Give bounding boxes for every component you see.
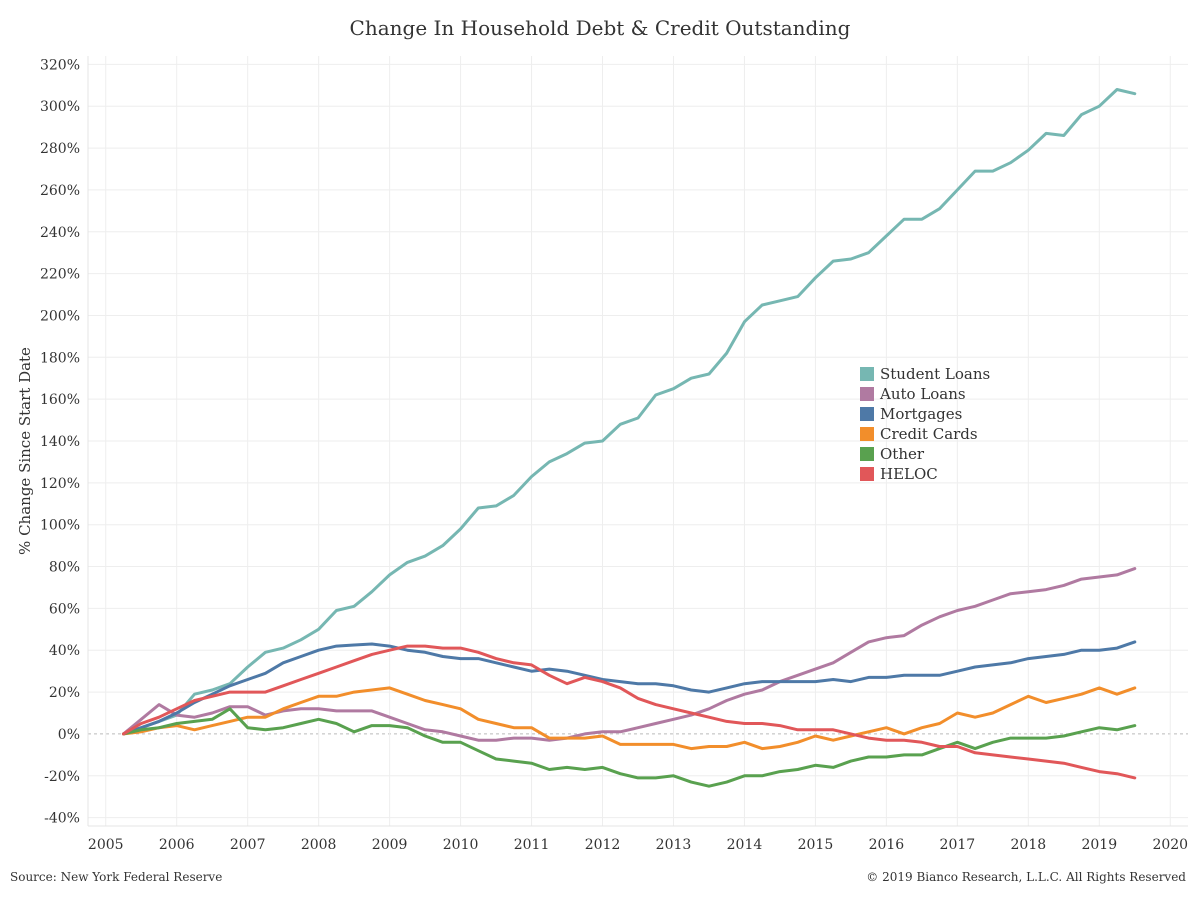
y-tick-label: 0%: [58, 727, 80, 743]
series-line-mortgages: [122, 640, 1137, 736]
x-tick-label: 2008: [301, 837, 337, 853]
y-tick-label: -40%: [44, 811, 80, 827]
legend-label: Mortgages: [880, 405, 963, 423]
y-tick-label: 320%: [40, 57, 80, 73]
legend-swatch: [860, 447, 874, 461]
legend-item-student-loans: Student Loans: [860, 364, 990, 384]
y-tick-label: 220%: [40, 267, 80, 283]
y-tick-label: 100%: [40, 518, 80, 534]
legend-swatch: [860, 467, 874, 481]
series-line-auto-loans: [122, 567, 1137, 742]
y-tick-label: 120%: [40, 476, 80, 492]
source-note: Source: New York Federal Reserve: [10, 870, 223, 884]
y-tick-label: -20%: [44, 769, 80, 785]
x-tick-label: 2018: [1011, 837, 1047, 853]
legend-swatch: [860, 407, 874, 421]
y-tick-label: 80%: [49, 560, 80, 576]
x-tick-label: 2011: [514, 837, 550, 853]
legend-label: Other: [880, 445, 925, 463]
axes: 320% 300% 280% 260% 240% 220% 200% 180% 160% 140%…: [40, 56, 1188, 853]
series-line-heloc: [122, 644, 1137, 780]
x-tick-label: 2019: [1081, 837, 1117, 853]
legend-item-auto-loans: Auto Loans: [860, 384, 990, 404]
legend-item-credit-cards: Credit Cards: [860, 424, 990, 444]
x-tick-label: 2014: [727, 837, 763, 853]
x-tick-label: 2006: [159, 837, 195, 853]
y-tick-label: 280%: [40, 141, 80, 157]
x-tick-label: 2017: [940, 837, 976, 853]
y-tick-label: 60%: [49, 601, 80, 617]
x-tick-label: 2013: [656, 837, 692, 853]
legend-label: Credit Cards: [880, 425, 978, 443]
y-axis-label: % Change Since Start Date: [16, 347, 34, 555]
legend-label: Student Loans: [880, 365, 991, 383]
y-tick-label: 180%: [40, 350, 80, 366]
series-line-student-loans: [122, 88, 1137, 736]
x-tick-label: 2020: [1152, 837, 1188, 853]
series-lines: [122, 88, 1137, 788]
legend-swatch: [860, 387, 874, 401]
legend-swatch: [860, 427, 874, 441]
copyright-note: © 2019 Bianco Research, L.L.C. All Right…: [866, 870, 1186, 884]
x-tick-label: 2010: [443, 837, 479, 853]
y-tick-label: 240%: [40, 225, 80, 241]
x-tick-label: 2009: [372, 837, 408, 853]
y-tick-label: 300%: [40, 99, 80, 115]
legend-swatch: [860, 367, 874, 381]
legend: Student Loans Auto Loans Mortgages Credit C…: [860, 364, 990, 484]
y-tick-label: 40%: [49, 643, 80, 659]
chart-title: Change In Household Debt & Credit Outsta…: [349, 16, 851, 40]
y-tick-label: 140%: [40, 434, 80, 450]
x-tick-label: 2012: [585, 837, 621, 853]
legend-label: Auto Loans: [880, 385, 966, 403]
x-tick-label: 2016: [869, 837, 905, 853]
x-tick-label: 2005: [88, 837, 124, 853]
gridlines: [88, 56, 1188, 826]
y-tick-label: 260%: [40, 183, 80, 199]
x-tick-label: 2007: [230, 837, 266, 853]
series-line-credit-cards: [122, 686, 1137, 751]
legend-item-other: Other: [860, 444, 990, 464]
legend-item-mortgages: Mortgages: [860, 404, 990, 424]
legend-item-heloc: HELOC: [860, 464, 990, 484]
y-tick-label: 20%: [49, 685, 80, 701]
y-tick-label: 200%: [40, 308, 80, 324]
x-tick-label: 2015: [798, 837, 834, 853]
legend-label: HELOC: [880, 465, 938, 483]
series-line-other: [122, 707, 1137, 788]
y-tick-label: 160%: [40, 392, 80, 408]
